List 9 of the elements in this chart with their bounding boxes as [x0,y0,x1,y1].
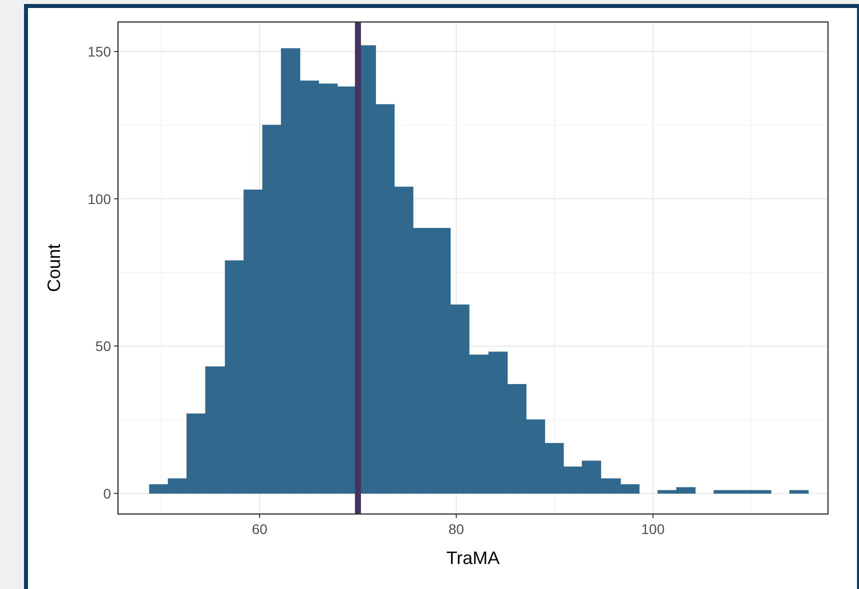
y-tick-label: 150 [88,43,112,60]
x-tick-label: 100 [641,521,665,537]
y-tick-label: 50 [95,338,112,354]
x-tick-label: 60 [252,521,268,537]
x-tick-label: 80 [448,521,464,537]
x-axis-title: TraMA [446,548,500,568]
y-tick-label: 100 [88,190,112,207]
y-axis-title: Count [44,244,64,292]
y-tick-label: 0 [103,485,112,502]
